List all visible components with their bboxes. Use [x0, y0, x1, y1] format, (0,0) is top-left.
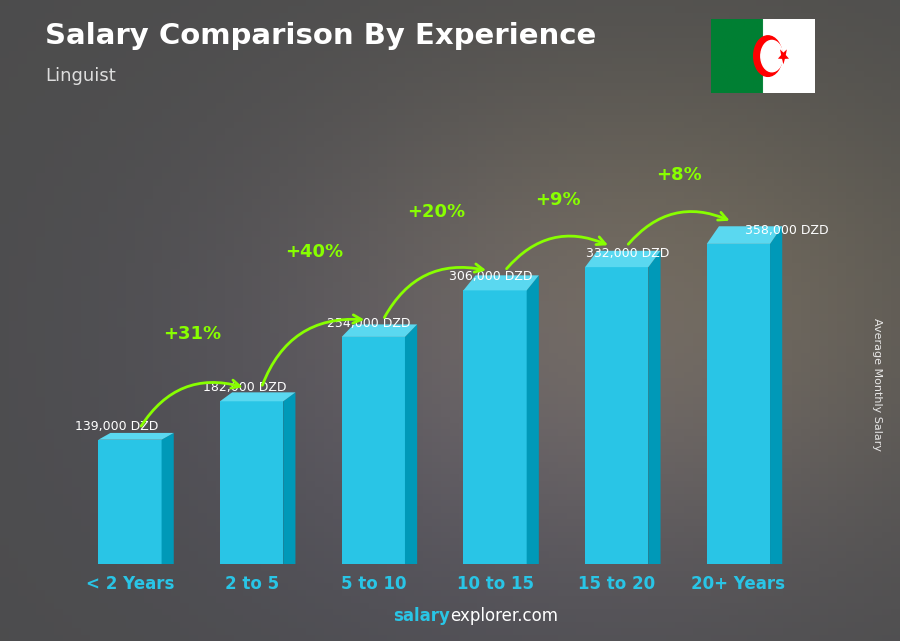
Text: Salary Comparison By Experience: Salary Comparison By Experience	[45, 22, 596, 51]
Polygon shape	[778, 49, 789, 64]
Polygon shape	[98, 433, 174, 440]
Text: 306,000 DZD: 306,000 DZD	[449, 271, 532, 283]
Text: +40%: +40%	[285, 243, 344, 261]
Text: 332,000 DZD: 332,000 DZD	[586, 247, 670, 260]
Circle shape	[753, 36, 782, 76]
Text: +8%: +8%	[656, 167, 702, 185]
Polygon shape	[770, 226, 782, 564]
Text: Linguist: Linguist	[45, 67, 116, 85]
Text: 182,000 DZD: 182,000 DZD	[203, 381, 286, 394]
Polygon shape	[648, 251, 661, 564]
Polygon shape	[284, 392, 295, 564]
Text: explorer.com: explorer.com	[450, 607, 558, 625]
Text: Average Monthly Salary: Average Monthly Salary	[872, 318, 883, 451]
Polygon shape	[220, 401, 284, 564]
Polygon shape	[342, 337, 405, 564]
Polygon shape	[98, 440, 162, 564]
Polygon shape	[585, 251, 661, 267]
Polygon shape	[162, 433, 174, 564]
Text: +9%: +9%	[535, 191, 581, 209]
Text: +20%: +20%	[407, 203, 465, 221]
Polygon shape	[342, 324, 417, 337]
Polygon shape	[526, 276, 539, 564]
Text: salary: salary	[393, 607, 450, 625]
Text: +31%: +31%	[164, 324, 221, 342]
Text: 139,000 DZD: 139,000 DZD	[76, 420, 158, 433]
Polygon shape	[585, 267, 648, 564]
Polygon shape	[706, 244, 770, 564]
Polygon shape	[706, 226, 782, 244]
Polygon shape	[405, 324, 417, 564]
Polygon shape	[464, 276, 539, 290]
Polygon shape	[464, 290, 526, 564]
Text: 358,000 DZD: 358,000 DZD	[744, 224, 828, 237]
Circle shape	[760, 40, 783, 72]
Polygon shape	[220, 392, 295, 401]
Text: 254,000 DZD: 254,000 DZD	[327, 317, 410, 329]
